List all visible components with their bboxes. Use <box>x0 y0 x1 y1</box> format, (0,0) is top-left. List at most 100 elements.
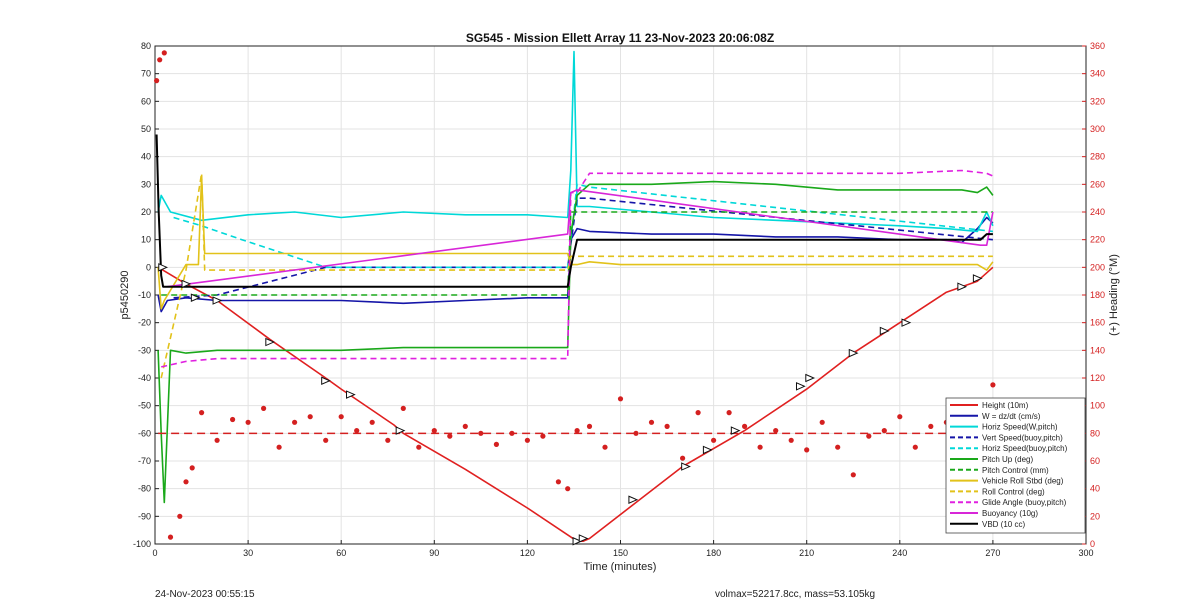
heading-point <box>400 405 406 411</box>
tick-labels-left: -100-90-80-70-60-50-40-30-20-10010203040… <box>133 41 159 549</box>
tick-label-y-right: 240 <box>1090 207 1105 217</box>
heading-point <box>711 437 717 443</box>
marker-layer <box>158 263 983 546</box>
heading-point <box>292 419 298 425</box>
chart-title: SG545 - Mission Ellett Array 11 23-Nov-2… <box>466 31 774 45</box>
height-marker <box>212 296 223 305</box>
tick-label-y-right: 340 <box>1090 69 1105 79</box>
tick-label-y-left: -20 <box>138 318 151 328</box>
tick-label-x: 30 <box>243 548 253 558</box>
height-marker <box>628 495 639 504</box>
heading-point <box>478 430 484 436</box>
legend-label: Roll Control (deg) <box>982 487 1045 496</box>
heading-point <box>574 428 580 434</box>
tick-label-y-right: 120 <box>1090 373 1105 383</box>
legend-box <box>945 397 1086 534</box>
tick-label-y-right: 260 <box>1090 179 1105 189</box>
heading-point <box>416 444 422 450</box>
legend-label: Pitch Up (deg) <box>982 455 1033 464</box>
tick-label-y-right: 20 <box>1090 511 1100 521</box>
heading-point <box>648 419 655 425</box>
series-line-vbd-10-cc <box>155 134 993 288</box>
tick-label-x: 300 <box>1078 548 1093 558</box>
tick-label-y-right: 160 <box>1090 318 1105 328</box>
legend-label: Height (10m) <box>982 401 1029 410</box>
tick-label-y-left: 80 <box>141 41 151 51</box>
heading-point <box>850 472 856 478</box>
heading-point <box>540 433 546 439</box>
heading-point <box>757 444 763 450</box>
height-marker <box>265 337 276 347</box>
footer-volmax-mass: volmax=52217.8cc, mass=53.105kg <box>715 589 875 600</box>
height-marker <box>578 534 589 543</box>
tick-label-y-left: -100 <box>133 539 151 549</box>
tick-label-y-left: 20 <box>141 207 151 217</box>
tick-label-y-left: -50 <box>138 401 151 411</box>
heading-point <box>742 423 748 429</box>
tick-label-x: 240 <box>892 548 907 558</box>
tick-label-y-left: -60 <box>138 428 151 438</box>
heading-point <box>161 50 167 56</box>
legend-label: Buoyancy (10g) <box>982 509 1038 518</box>
heading-point <box>866 433 872 439</box>
series-line-horiz-speed-buoy-pitch <box>173 183 993 269</box>
heading-point <box>928 423 934 429</box>
tick-labels-x: 0 30 60 90 120 150 180 210 240 270 300 <box>152 540 1094 558</box>
x-axis-label: Time (minutes) <box>584 561 657 573</box>
tick-label-y-left: -40 <box>138 373 151 383</box>
height-marker <box>901 318 912 327</box>
heading-point <box>369 419 375 425</box>
tick-label-y-right: 0 <box>1090 539 1095 549</box>
tick-label-y-right: 180 <box>1090 290 1105 300</box>
heading-point <box>493 441 499 447</box>
tick-label-y-right: 40 <box>1090 484 1100 494</box>
legend-label: Vert Speed(buoy,pitch) <box>982 433 1063 442</box>
height-marker <box>795 382 806 391</box>
height-marker <box>848 348 859 358</box>
heading-point <box>990 382 996 388</box>
heading-point <box>617 396 624 402</box>
heading-point <box>307 414 313 420</box>
heading-point <box>695 410 701 416</box>
legend-label: W = dz/dt (cm/s) <box>982 412 1041 421</box>
tick-labels-right: 0 20 40 60 80 100 120 140 160 180 200 220 240 260 280 3… <box>1082 41 1105 549</box>
heading-point <box>167 534 174 540</box>
heading-point <box>912 444 918 450</box>
height-marker <box>158 263 169 272</box>
height-marker <box>805 373 816 383</box>
heading-point <box>447 433 453 439</box>
heading-point <box>897 414 903 420</box>
heading-point <box>773 428 779 434</box>
legend-label: Horiz Speed(buoy,pitch) <box>982 444 1068 453</box>
heading-point <box>177 513 183 519</box>
heading-point <box>385 437 391 443</box>
y-axis-label-left: p5450290 <box>119 271 131 320</box>
legend-label: VBD (10 cc) <box>982 520 1025 529</box>
tick-label-y-right: 300 <box>1090 124 1105 134</box>
height-marker <box>572 536 583 546</box>
tick-label-x: 90 <box>429 548 439 558</box>
height-marker <box>681 462 691 471</box>
tick-label-y-left: -90 <box>138 511 151 521</box>
series-line-glide-angle-buoy-pitch <box>161 169 994 368</box>
tick-label-y-right: 80 <box>1090 428 1100 438</box>
tick-label-y-left: 0 <box>146 262 151 272</box>
tick-label-x: 120 <box>520 548 535 558</box>
height-marker <box>395 426 406 435</box>
tick-label-y-left: -10 <box>138 290 151 300</box>
height-marker <box>972 274 983 283</box>
heading-point <box>819 419 825 425</box>
series-line-buoyancy-10g <box>167 189 994 288</box>
tick-label-x: 180 <box>706 548 721 558</box>
height-marker <box>957 282 968 291</box>
tick-label-y-right: 200 <box>1090 262 1105 272</box>
heading-point <box>555 479 562 485</box>
series-layer <box>155 50 994 542</box>
tick-label-y-left: -70 <box>138 456 151 466</box>
tick-label-y-right: 140 <box>1090 345 1105 355</box>
heading-point <box>462 423 468 429</box>
tick-label-x: 270 <box>985 548 1000 558</box>
series-line-vert-speed-buoy-pitch <box>173 197 993 299</box>
series-line-pitch-control-mm <box>161 211 993 296</box>
heading-point <box>633 430 639 436</box>
